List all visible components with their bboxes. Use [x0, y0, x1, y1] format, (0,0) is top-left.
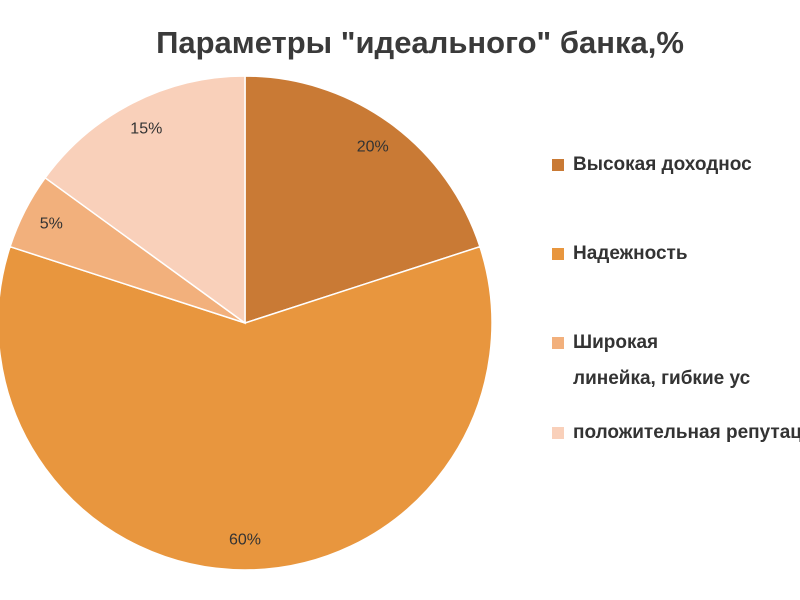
pie-slice [44, 75, 246, 325]
slice-label: 20% [357, 138, 389, 155]
legend-swatch [552, 337, 564, 349]
legend-label: Широкая линейка, гибкие ус [573, 332, 751, 389]
legend-label: положительная репутация [573, 422, 800, 443]
legend-swatch [552, 427, 564, 439]
chart-title: Параметры "идеального" банка,% [156, 25, 684, 60]
legend-swatch [552, 159, 564, 171]
legend-swatch [552, 248, 564, 260]
slice-label: 60% [229, 532, 261, 549]
legend-label: Надежность [573, 243, 688, 264]
legend-label: Высокая доходнос [573, 154, 752, 175]
slice-label: 15% [130, 121, 162, 138]
pie-slice [0, 245, 493, 571]
pie-slice [244, 75, 481, 325]
slice-label: 5% [40, 216, 63, 233]
